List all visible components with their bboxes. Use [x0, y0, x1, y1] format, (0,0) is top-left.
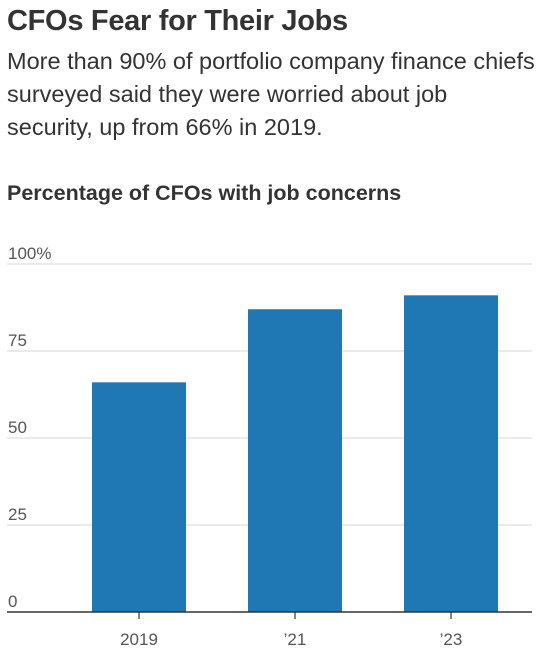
- headline: CFOs Fear for Their Jobs: [7, 5, 348, 37]
- x-tick-label-2019: 2019: [120, 630, 158, 649]
- y-tick-label-50: 50: [8, 418, 27, 437]
- x-axis-labels: 2019 ’21 ’23: [120, 630, 462, 649]
- bar-2019: [92, 382, 186, 612]
- chart-title: Percentage of CFOs with job concerns: [7, 181, 402, 205]
- y-axis-labels: 0 25 50 75 100%: [8, 244, 51, 611]
- bars: [92, 295, 498, 612]
- y-tick-label-100: 100%: [8, 244, 51, 263]
- y-tick-label-0: 0: [8, 592, 17, 611]
- x-tick-label-’21: ’21: [284, 630, 307, 649]
- y-tick-label-75: 75: [8, 331, 27, 350]
- bar-’23: [404, 295, 498, 612]
- x-tick-label-’23: ’23: [440, 630, 463, 649]
- subhead: More than 90% of portfolio company finan…: [7, 48, 535, 140]
- bar-’21: [248, 309, 342, 612]
- x-axis-ticks: [138, 612, 452, 619]
- y-tick-label-25: 25: [8, 505, 27, 524]
